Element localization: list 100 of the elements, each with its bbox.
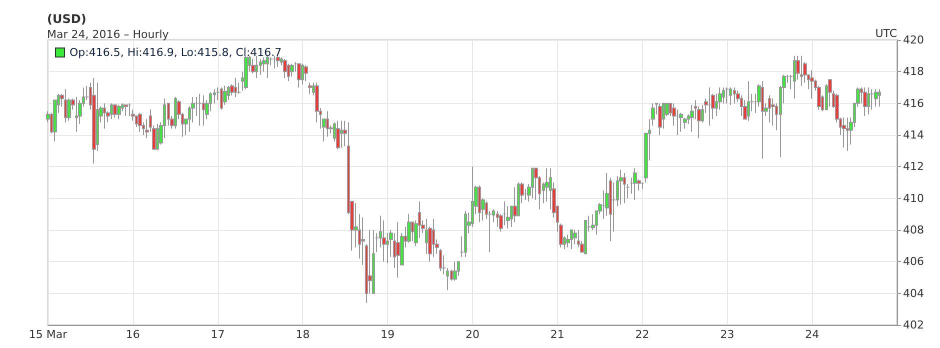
x-tick-label: 19 (380, 328, 395, 341)
candlestick (641, 182, 644, 190)
candlestick (874, 88, 878, 107)
candlestick (227, 85, 230, 101)
candlestick (110, 102, 113, 120)
candlestick (273, 55, 276, 69)
candlestick (382, 220, 386, 262)
candlestick (340, 120, 343, 148)
candlestick (828, 79, 832, 107)
candlestick (733, 87, 736, 104)
candlestick (761, 80, 764, 160)
candlestick (633, 168, 637, 200)
candlestick (117, 104, 121, 120)
x-tick-label: 20 (466, 328, 480, 341)
candlestick (259, 58, 262, 76)
candlestick (570, 230, 573, 250)
candlestick (237, 82, 241, 94)
candlestick (138, 112, 142, 132)
candlestick (432, 218, 435, 258)
y-tick-label: 418 (903, 65, 924, 78)
candlestick (103, 102, 106, 130)
candlestick (266, 55, 269, 78)
candlestick (439, 248, 442, 272)
candlestick (113, 104, 117, 118)
candlestick (609, 177, 612, 242)
candlestick (336, 120, 340, 150)
y-tick-label: 410 (903, 192, 924, 205)
y-tick-label: 404 (903, 286, 924, 300)
x-tick-label: 15 Mar (28, 328, 68, 341)
candlestick (234, 78, 237, 98)
candlestick (683, 117, 687, 130)
candlestick (276, 55, 280, 68)
candlestick (75, 96, 78, 132)
candlestick (810, 70, 814, 100)
candlestick (619, 169, 623, 206)
candlestick (531, 168, 534, 199)
chart-title: (USD) (47, 12, 86, 26)
candlestick (679, 112, 683, 132)
candlestick (690, 104, 694, 132)
candlestick (297, 63, 301, 88)
x-tick-label: 21 (550, 328, 564, 341)
x-tick-label: 16 (126, 328, 140, 341)
candlestick (800, 55, 803, 86)
candlestick (793, 55, 796, 100)
candlestick (878, 88, 881, 107)
candlestick (846, 117, 849, 152)
candlestick (513, 186, 517, 223)
candlestick (478, 185, 481, 223)
y-tick-label: 408 (903, 224, 924, 236)
candlestick (156, 123, 159, 150)
candlestick (863, 87, 867, 116)
candlestick (326, 110, 329, 138)
candlestick (255, 55, 258, 78)
candlestick (287, 63, 290, 82)
x-tick-label: 24 (805, 328, 820, 341)
candlestick (870, 88, 874, 110)
candlestick (453, 261, 457, 282)
x-tick-label: 23 (720, 328, 734, 341)
candlestick (64, 88, 67, 123)
candlestick (506, 206, 510, 229)
candlestick (740, 94, 743, 116)
candlestick (708, 87, 711, 126)
candlestick (202, 94, 205, 126)
candlestick (308, 82, 312, 94)
candlestick (92, 78, 96, 164)
candlestick (457, 261, 460, 276)
x-tick-label: 17 (210, 328, 225, 341)
candlestick (464, 210, 467, 258)
candlestick (584, 220, 587, 254)
y-tick-label: 412 (903, 160, 924, 174)
y-tick-label: 402 (903, 318, 924, 332)
candlestick (867, 87, 870, 115)
candlestick (372, 230, 375, 294)
y-tick-label: 420 (903, 34, 924, 46)
candlestick (725, 87, 729, 104)
candlestick (198, 93, 202, 126)
x-tick-label: 22 (635, 328, 650, 341)
candlestick (361, 216, 365, 266)
text: UTC (875, 27, 898, 40)
candlestick (251, 58, 255, 74)
candlestick (244, 55, 248, 90)
candlestick (573, 230, 577, 245)
candlestick (304, 64, 308, 82)
candlestick (842, 117, 846, 148)
candlestick (220, 87, 223, 110)
x-tick-label: 18 (296, 328, 310, 341)
candlestick (396, 222, 400, 278)
y-tick-label: 414 (903, 128, 924, 142)
candlestick (496, 210, 499, 228)
candlestick (623, 172, 626, 204)
candlestick (174, 96, 177, 130)
candlestick (283, 58, 287, 78)
legend-label: Op:416.5, Hi:416.9, Lo:415.8, Cl:416.7 (70, 46, 282, 59)
candlestick (223, 85, 227, 106)
candlestick (290, 63, 294, 77)
candlestick (658, 102, 662, 136)
candlestick (747, 80, 750, 122)
candlestick (124, 104, 128, 116)
candlestick (729, 87, 732, 106)
candlestick (768, 94, 771, 123)
